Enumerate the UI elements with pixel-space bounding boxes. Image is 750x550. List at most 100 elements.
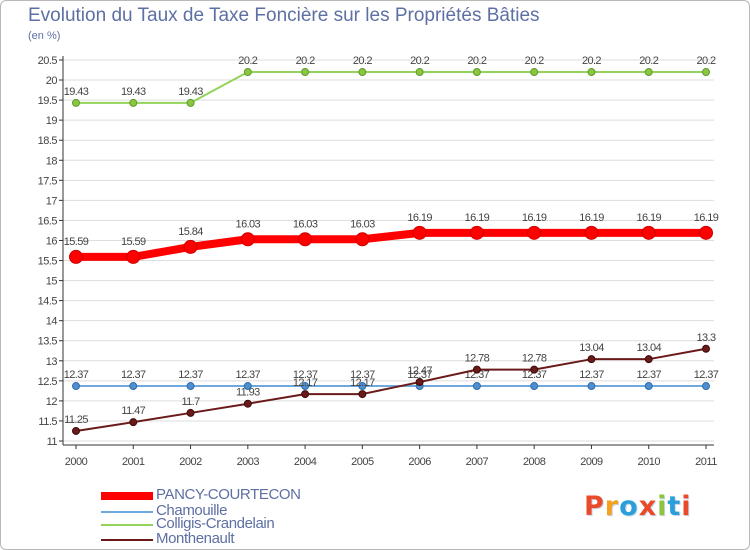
proxiti-logo: Proxiti [584, 491, 692, 522]
y-tick-label: 14.5 [38, 296, 58, 308]
y-tick-label: 11.5 [38, 416, 57, 428]
data-point-pancy-courtecon [240, 232, 255, 247]
x-tick-label: 2009 [580, 456, 603, 468]
x-tick-label: 2008 [523, 456, 546, 468]
y-tick-label: 19.5 [38, 95, 58, 107]
data-point-monthenault [301, 390, 310, 399]
logo-letter: P [584, 491, 605, 522]
y-tick-label: 13 [46, 356, 58, 368]
data-label-pancy-courtecon: 15.59 [64, 236, 89, 248]
data-label-colligis-crandelain: 20.2 [696, 55, 715, 67]
data-label-colligis-crandelain: 20.2 [639, 55, 658, 67]
data-point-colligis-crandelain [129, 98, 138, 107]
data-point-colligis-crandelain [587, 68, 596, 77]
data-point-monthenault [587, 355, 596, 364]
x-tick-label: 2002 [179, 456, 202, 468]
data-label-chamouille: 12.37 [64, 369, 89, 381]
data-label-colligis-crandelain: 19.43 [121, 86, 146, 98]
x-tick-label: 2004 [294, 456, 317, 468]
data-label-monthenault: 12.78 [465, 353, 490, 365]
data-label-monthenault: 11.47 [121, 405, 145, 417]
series-line-pancy-courtecon [72, 228, 710, 261]
data-point-chamouille [129, 382, 138, 391]
y-tick-label: 18 [46, 155, 58, 167]
data-point-monthenault [129, 418, 138, 427]
y-tick-label: 20 [46, 75, 58, 87]
x-tick-label: 2010 [637, 456, 660, 468]
data-label-chamouille: 12.37 [522, 369, 547, 381]
y-tick-label: 13.5 [38, 336, 58, 348]
data-label-chamouille: 12.37 [236, 369, 261, 381]
data-label-monthenault: 12.17 [350, 377, 375, 389]
data-label-chamouille: 12.37 [293, 369, 318, 381]
data-label-monthenault: 13.04 [636, 342, 661, 354]
data-point-chamouille [301, 382, 310, 391]
data-point-monthenault [644, 355, 653, 364]
data-point-pancy-courtecon [355, 232, 370, 247]
y-tick-label: 20.5 [38, 55, 58, 67]
data-label-chamouille: 12.37 [465, 369, 490, 381]
data-point-colligis-crandelain [472, 68, 481, 77]
data-label-chamouille: 12.37 [121, 369, 146, 381]
data-point-colligis-crandelain [243, 68, 252, 77]
x-tick-label: 2003 [237, 456, 260, 468]
y-axis-unit-label: (en %) [28, 30, 61, 42]
data-point-pancy-courtecon [584, 225, 599, 240]
data-point-chamouille [702, 382, 710, 391]
legend-swatch-pancy-courtecon [101, 492, 153, 500]
data-label-pancy-courtecon: 16.03 [350, 218, 375, 230]
data-label-pancy-courtecon: 16.19 [407, 212, 432, 224]
data-label-colligis-crandelain: 20.2 [582, 55, 601, 67]
y-tick-label: 18.5 [38, 135, 58, 147]
data-point-chamouille [72, 382, 80, 391]
y-tick-label: 15 [46, 276, 58, 288]
data-point-chamouille [587, 382, 596, 391]
data-point-monthenault [415, 378, 424, 387]
data-label-pancy-courtecon: 16.19 [636, 212, 661, 224]
data-point-pancy-courtecon [469, 225, 484, 240]
data-point-colligis-crandelain [415, 68, 424, 77]
data-point-monthenault [243, 399, 252, 408]
data-label-colligis-crandelain: 19.43 [178, 86, 203, 98]
data-point-pancy-courtecon [412, 225, 427, 240]
data-point-colligis-crandelain [644, 68, 653, 77]
data-point-pancy-courtecon [527, 225, 542, 240]
data-point-colligis-crandelain [358, 68, 367, 77]
data-point-chamouille [472, 382, 481, 391]
data-label-pancy-courtecon: 15.59 [121, 236, 146, 248]
data-label-colligis-crandelain: 20.2 [238, 55, 257, 67]
data-label-chamouille: 12.37 [579, 369, 604, 381]
data-label-monthenault: 13.04 [579, 342, 604, 354]
data-point-monthenault [530, 365, 539, 374]
data-label-chamouille: 12.37 [694, 369, 719, 381]
logo-letter: i [657, 491, 668, 522]
y-tick-label: 14 [46, 316, 58, 328]
y-tick-label: 12.5 [38, 376, 58, 388]
data-point-pancy-courtecon [183, 239, 198, 254]
data-label-pancy-courtecon: 15.84 [178, 226, 203, 238]
y-tick-label: 19 [46, 115, 58, 127]
data-point-monthenault [702, 344, 710, 353]
data-label-pancy-courtecon: 16.03 [236, 218, 261, 230]
data-label-colligis-crandelain: 20.2 [410, 55, 429, 67]
data-label-monthenault: 12.47 [407, 365, 432, 377]
logo-letter: x [638, 491, 658, 522]
x-tick-label: 2007 [466, 456, 489, 468]
data-point-pancy-courtecon [298, 232, 313, 247]
data-point-chamouille [530, 382, 539, 391]
data-label-pancy-courtecon: 16.03 [293, 218, 318, 230]
data-point-colligis-crandelain [530, 68, 539, 77]
data-point-monthenault [472, 365, 481, 374]
x-tick-label: 2011 [695, 456, 717, 468]
logo-letter: i [681, 491, 692, 522]
data-point-monthenault [72, 426, 80, 435]
data-label-colligis-crandelain: 20.2 [353, 55, 372, 67]
data-point-pancy-courtecon [126, 249, 141, 264]
data-label-pancy-courtecon: 16.19 [694, 212, 719, 224]
data-point-chamouille [644, 382, 653, 391]
series-line-monthenault [75, 347, 707, 432]
y-tick-label: 16 [46, 235, 58, 247]
data-point-chamouille [186, 382, 195, 391]
data-point-monthenault [358, 390, 367, 399]
